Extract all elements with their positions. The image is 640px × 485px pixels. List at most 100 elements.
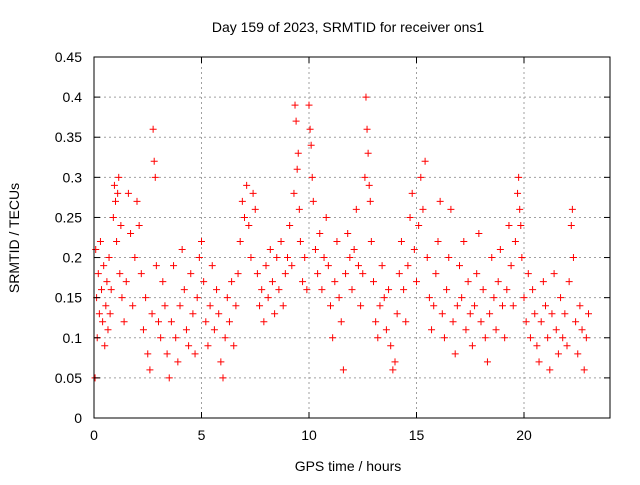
data-point xyxy=(449,318,457,326)
data-point xyxy=(243,181,251,189)
data-point xyxy=(445,254,453,262)
data-point xyxy=(122,278,130,286)
data-point xyxy=(268,278,276,286)
data-point xyxy=(221,334,229,342)
data-point xyxy=(193,294,201,302)
y-tick-label: 0.2 xyxy=(63,250,83,266)
data-point xyxy=(380,294,388,302)
y-axis-label: SRMTID / TECUs xyxy=(6,183,22,293)
data-point xyxy=(275,286,283,294)
data-point xyxy=(146,366,154,374)
data-point xyxy=(104,326,112,334)
data-point xyxy=(113,238,121,246)
data-point xyxy=(118,294,126,302)
data-point xyxy=(574,350,582,358)
grid-layer xyxy=(94,57,610,418)
data-point xyxy=(322,213,330,221)
data-point xyxy=(144,350,152,358)
data-point xyxy=(251,205,259,213)
data-point xyxy=(382,326,390,334)
data-point xyxy=(462,326,470,334)
data-point xyxy=(385,286,393,294)
data-point xyxy=(288,262,296,270)
data-point xyxy=(376,302,384,310)
data-point xyxy=(308,173,316,181)
data-point xyxy=(174,358,182,366)
data-point xyxy=(365,181,373,189)
data-point xyxy=(101,342,109,350)
data-point xyxy=(354,262,362,270)
data-point xyxy=(517,221,525,229)
data-point xyxy=(96,238,104,246)
data-point xyxy=(291,101,299,109)
data-point xyxy=(522,318,530,326)
data-point xyxy=(165,374,173,382)
data-point xyxy=(408,189,416,197)
data-point xyxy=(468,342,476,350)
data-point xyxy=(473,270,481,278)
data-point xyxy=(425,294,433,302)
data-point xyxy=(395,270,403,278)
data-point xyxy=(296,238,304,246)
data-point xyxy=(204,342,212,350)
data-point xyxy=(102,302,110,310)
plot-frame xyxy=(93,56,611,419)
data-point xyxy=(152,262,160,270)
data-point xyxy=(260,318,268,326)
data-point xyxy=(223,294,231,302)
data-point xyxy=(273,254,281,262)
data-point xyxy=(389,366,397,374)
data-point xyxy=(95,310,103,318)
data-point xyxy=(572,318,580,326)
y-tick-label: 0 xyxy=(74,410,82,426)
data-point xyxy=(400,286,408,294)
data-point xyxy=(348,286,356,294)
data-point xyxy=(253,270,261,278)
data-point xyxy=(451,350,459,358)
data-point xyxy=(526,334,534,342)
data-point xyxy=(490,294,498,302)
data-point xyxy=(518,254,526,262)
data-point xyxy=(281,270,289,278)
data-point xyxy=(200,278,208,286)
data-point xyxy=(329,334,337,342)
data-point xyxy=(436,197,444,205)
data-point xyxy=(447,205,455,213)
data-point xyxy=(557,294,565,302)
data-point xyxy=(137,270,145,278)
data-point xyxy=(116,270,124,278)
data-point xyxy=(258,286,266,294)
data-point xyxy=(415,221,423,229)
data-point xyxy=(337,318,345,326)
data-point xyxy=(182,326,190,334)
data-point xyxy=(172,334,180,342)
data-point xyxy=(387,342,395,350)
data-point xyxy=(135,221,143,229)
data-point xyxy=(99,318,107,326)
data-point xyxy=(94,270,102,278)
chart-title: Day 159 of 2023, SRMTID for receiver ons… xyxy=(212,19,485,35)
data-point xyxy=(271,310,279,318)
data-point xyxy=(114,189,122,197)
data-point xyxy=(303,286,311,294)
data-point xyxy=(552,326,560,334)
data-point xyxy=(569,254,577,262)
data-point xyxy=(307,141,315,149)
data-point xyxy=(419,205,427,213)
data-point xyxy=(92,246,100,254)
data-point xyxy=(544,334,552,342)
data-point xyxy=(331,278,339,286)
data-point xyxy=(149,125,157,133)
data-point xyxy=(230,342,238,350)
data-point xyxy=(434,238,442,246)
data-point xyxy=(189,310,197,318)
data-point xyxy=(131,254,139,262)
data-point xyxy=(406,213,414,221)
data-point xyxy=(292,117,300,125)
y-tick-label: 0.4 xyxy=(63,89,83,105)
y-tick-label: 0.45 xyxy=(55,49,82,65)
data-point xyxy=(286,221,294,229)
x-axis-label: GPS time / hours xyxy=(295,458,402,474)
data-point xyxy=(100,262,108,270)
data-point xyxy=(117,221,125,229)
